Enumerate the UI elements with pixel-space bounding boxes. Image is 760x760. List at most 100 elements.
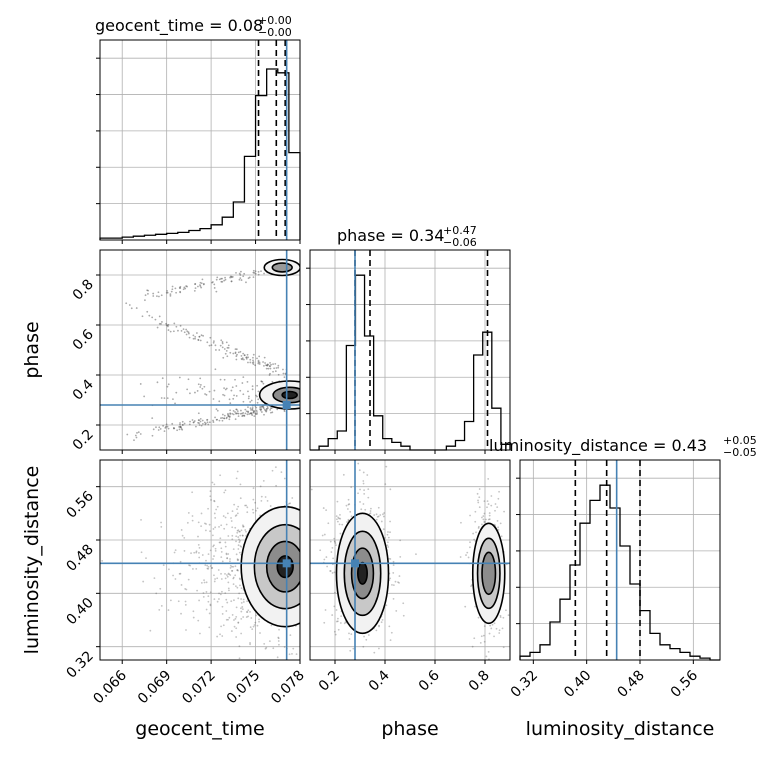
sample-point [146, 310, 149, 313]
sample-point [334, 542, 337, 544]
sample-point [152, 292, 155, 295]
sample-point [268, 374, 271, 376]
sample-point [335, 620, 338, 623]
sample-point [227, 587, 230, 590]
sample-point [206, 341, 209, 344]
panel-frame [519, 459, 721, 661]
sample-point [231, 570, 233, 572]
sample-point [239, 497, 242, 500]
sample-point [237, 569, 239, 572]
sample-point [158, 608, 161, 611]
sample-point [358, 469, 361, 472]
sample-point [247, 397, 250, 400]
sample-point [252, 625, 255, 628]
sample-point [329, 540, 332, 543]
sample-point [242, 400, 245, 403]
sample-point [254, 501, 257, 504]
sample-point [235, 535, 238, 538]
sample-point [226, 512, 229, 515]
sample-point [179, 423, 181, 426]
sample-point [502, 616, 505, 619]
sample-point [167, 427, 170, 430]
sample-point [166, 291, 169, 294]
sample-point [369, 512, 372, 515]
sample-point [203, 581, 206, 584]
sample-point [186, 330, 189, 333]
sample-point [347, 518, 350, 521]
sample-point [101, 559, 104, 562]
sample-point [382, 515, 385, 518]
sample-point [193, 290, 196, 292]
sample-point [500, 535, 503, 538]
sample-point [184, 604, 187, 606]
sample-point [213, 555, 215, 557]
sample-point [472, 532, 475, 535]
sample-point [325, 509, 328, 511]
sample-point [198, 552, 200, 554]
sample-point [270, 662, 272, 664]
sample-point [236, 353, 238, 356]
sample-point [199, 339, 202, 342]
sample-point [203, 421, 206, 424]
sample-point [245, 504, 248, 507]
sample-point [174, 549, 177, 552]
sample-point [259, 485, 262, 488]
sample-point [237, 597, 240, 600]
sample-point [209, 565, 212, 567]
sample-point [223, 348, 226, 350]
sample-point [263, 643, 266, 645]
sample-point [238, 541, 241, 544]
sample-point [246, 506, 249, 509]
sample-point [181, 424, 184, 426]
sample-point [265, 646, 268, 649]
sample-point [223, 527, 226, 530]
sample-point [188, 336, 191, 339]
sample-point [237, 544, 240, 547]
sample-point [246, 353, 249, 356]
sample-point [250, 617, 253, 619]
sample-point [194, 337, 196, 340]
histogram-step [99, 68, 301, 240]
sample-point [235, 355, 238, 358]
sample-point [192, 616, 195, 619]
sample-point [363, 635, 365, 638]
sample-point [195, 550, 198, 553]
title-phase: phase = 0.34 [337, 226, 444, 245]
sample-point [224, 276, 226, 279]
sample-point [231, 412, 234, 415]
sample-point [246, 380, 249, 383]
sample-point [156, 326, 159, 329]
sample-point [179, 291, 182, 294]
sample-point [275, 367, 278, 369]
sample-point [503, 510, 505, 513]
sample-point [201, 278, 204, 281]
sample-point [214, 526, 217, 529]
sample-point [221, 413, 224, 416]
sample-point [256, 624, 259, 627]
sample-point [333, 630, 336, 633]
sample-point [336, 520, 339, 523]
sample-point [384, 483, 387, 486]
sample-point [234, 378, 236, 381]
sample-point [234, 411, 236, 413]
sample-point [238, 657, 241, 660]
sample-point [245, 410, 248, 413]
sample-point [204, 393, 206, 395]
sample-point [360, 508, 363, 511]
sample-point [187, 578, 190, 581]
sample-point [163, 430, 166, 433]
sample-point [185, 333, 188, 336]
sample-point [229, 560, 231, 563]
sample-point [263, 356, 266, 359]
sample-point [402, 602, 405, 605]
sample-point [322, 507, 325, 509]
sample-point [204, 564, 207, 567]
sample-point [205, 559, 207, 562]
sample-point [207, 553, 210, 555]
sample-point [362, 482, 365, 485]
sample-point [252, 353, 255, 356]
sample-point [223, 387, 225, 390]
sample-point [264, 496, 267, 498]
sample-point [387, 531, 389, 533]
sample-point [236, 512, 239, 515]
